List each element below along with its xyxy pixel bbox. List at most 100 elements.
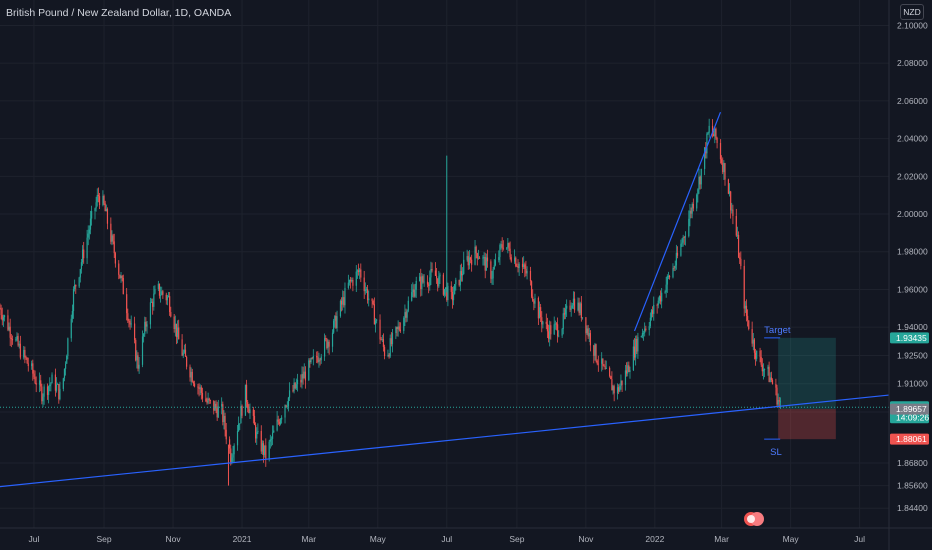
candlestick: [735, 208, 737, 237]
candle-body: [247, 402, 249, 409]
candle-body: [96, 194, 98, 203]
candlestick: [730, 190, 732, 219]
candlestick: [429, 270, 431, 291]
candlestick: [405, 308, 407, 323]
candlestick: [445, 287, 447, 297]
candle-body: [302, 374, 304, 379]
candlestick: [644, 322, 646, 337]
candlestick: [296, 373, 299, 392]
candlestick: [335, 312, 337, 329]
candlestick: [383, 344, 386, 360]
currency-badge[interactable]: NZD: [900, 4, 924, 20]
candlestick: [232, 445, 234, 463]
candlestick: [334, 315, 336, 328]
candle-body: [534, 298, 536, 304]
candle-body: [612, 386, 614, 391]
candle-body: [186, 356, 188, 367]
candle-body: [65, 363, 67, 369]
candlestick: [35, 376, 37, 393]
candlestick: [245, 379, 248, 408]
candle-body: [550, 325, 552, 335]
candle-body: [563, 313, 565, 315]
candlestick: [509, 241, 511, 260]
candlestick: [650, 308, 653, 321]
candle-body: [586, 328, 588, 334]
candle-body: [526, 270, 528, 274]
candle-body: [184, 349, 187, 357]
candle-body: [141, 336, 144, 365]
candle-body: [317, 357, 319, 363]
candle-body: [458, 279, 460, 286]
candlestick: [74, 279, 76, 292]
candle-body: [382, 339, 385, 347]
candle-body: [770, 377, 772, 381]
candlestick: [387, 349, 389, 358]
trendline: [0, 394, 890, 488]
candle-body: [484, 256, 486, 271]
candle-body: [429, 277, 431, 286]
candlestick: [642, 330, 645, 341]
candlestick: [414, 283, 416, 298]
candle-body: [88, 229, 90, 234]
candlestick: [189, 364, 191, 382]
candlestick: [10, 334, 12, 348]
candlestick: [310, 357, 312, 364]
candle-body: [26, 357, 28, 364]
candlestick: [7, 309, 9, 332]
candle-body: [167, 296, 170, 297]
candle-body: [51, 374, 53, 384]
candle-body: [150, 301, 153, 303]
candle-body: [445, 287, 447, 289]
candle-body: [451, 291, 454, 301]
candle-body: [249, 409, 251, 414]
candlestick: [260, 425, 262, 454]
candlestick: [0, 304, 2, 320]
candlestick: [434, 262, 437, 276]
candlestick: [223, 410, 225, 430]
candlestick: [483, 252, 485, 266]
candlestick: [110, 217, 112, 245]
candle-body: [476, 253, 478, 259]
candlestick: [366, 284, 369, 304]
candle-body: [57, 384, 59, 385]
candle-body: [24, 349, 26, 357]
candle-body: [128, 320, 130, 322]
candle-body: [138, 364, 140, 369]
candlestick: [316, 351, 318, 364]
candle-body: [423, 281, 425, 283]
candle-body: [161, 291, 163, 295]
candlestick: [463, 251, 465, 275]
candlestick: [508, 242, 510, 251]
tradingview-logo-icon[interactable]: [744, 512, 766, 526]
candlestick: [514, 249, 516, 264]
candle-body: [0, 308, 2, 316]
candle-body: [594, 344, 596, 356]
candlestick: [558, 330, 560, 338]
candlestick: [724, 162, 726, 186]
candlestick: [16, 332, 18, 342]
candlestick: [747, 309, 749, 327]
y-tick-label: 2.04000: [897, 134, 928, 144]
candlestick: [59, 381, 61, 401]
candle-body: [447, 285, 449, 301]
candle-body: [112, 235, 114, 242]
candle-body: [761, 364, 763, 372]
candlestick: [350, 276, 352, 289]
candle-body: [347, 282, 349, 288]
candlestick: [609, 366, 611, 378]
candle-body: [549, 325, 551, 339]
candlestick: [300, 374, 302, 388]
candle-body: [120, 275, 122, 279]
x-tick-label: Jul: [854, 534, 865, 544]
candlestick: [388, 353, 390, 359]
candlestick: [348, 279, 351, 286]
candle-body: [443, 288, 446, 295]
candle-body: [70, 318, 72, 339]
candlestick: [238, 416, 240, 432]
candle-body: [201, 392, 204, 399]
candlestick: [656, 303, 658, 314]
candlestick: [391, 328, 394, 353]
candle-body: [466, 256, 468, 260]
y-tick-label: 2.02000: [897, 171, 928, 181]
